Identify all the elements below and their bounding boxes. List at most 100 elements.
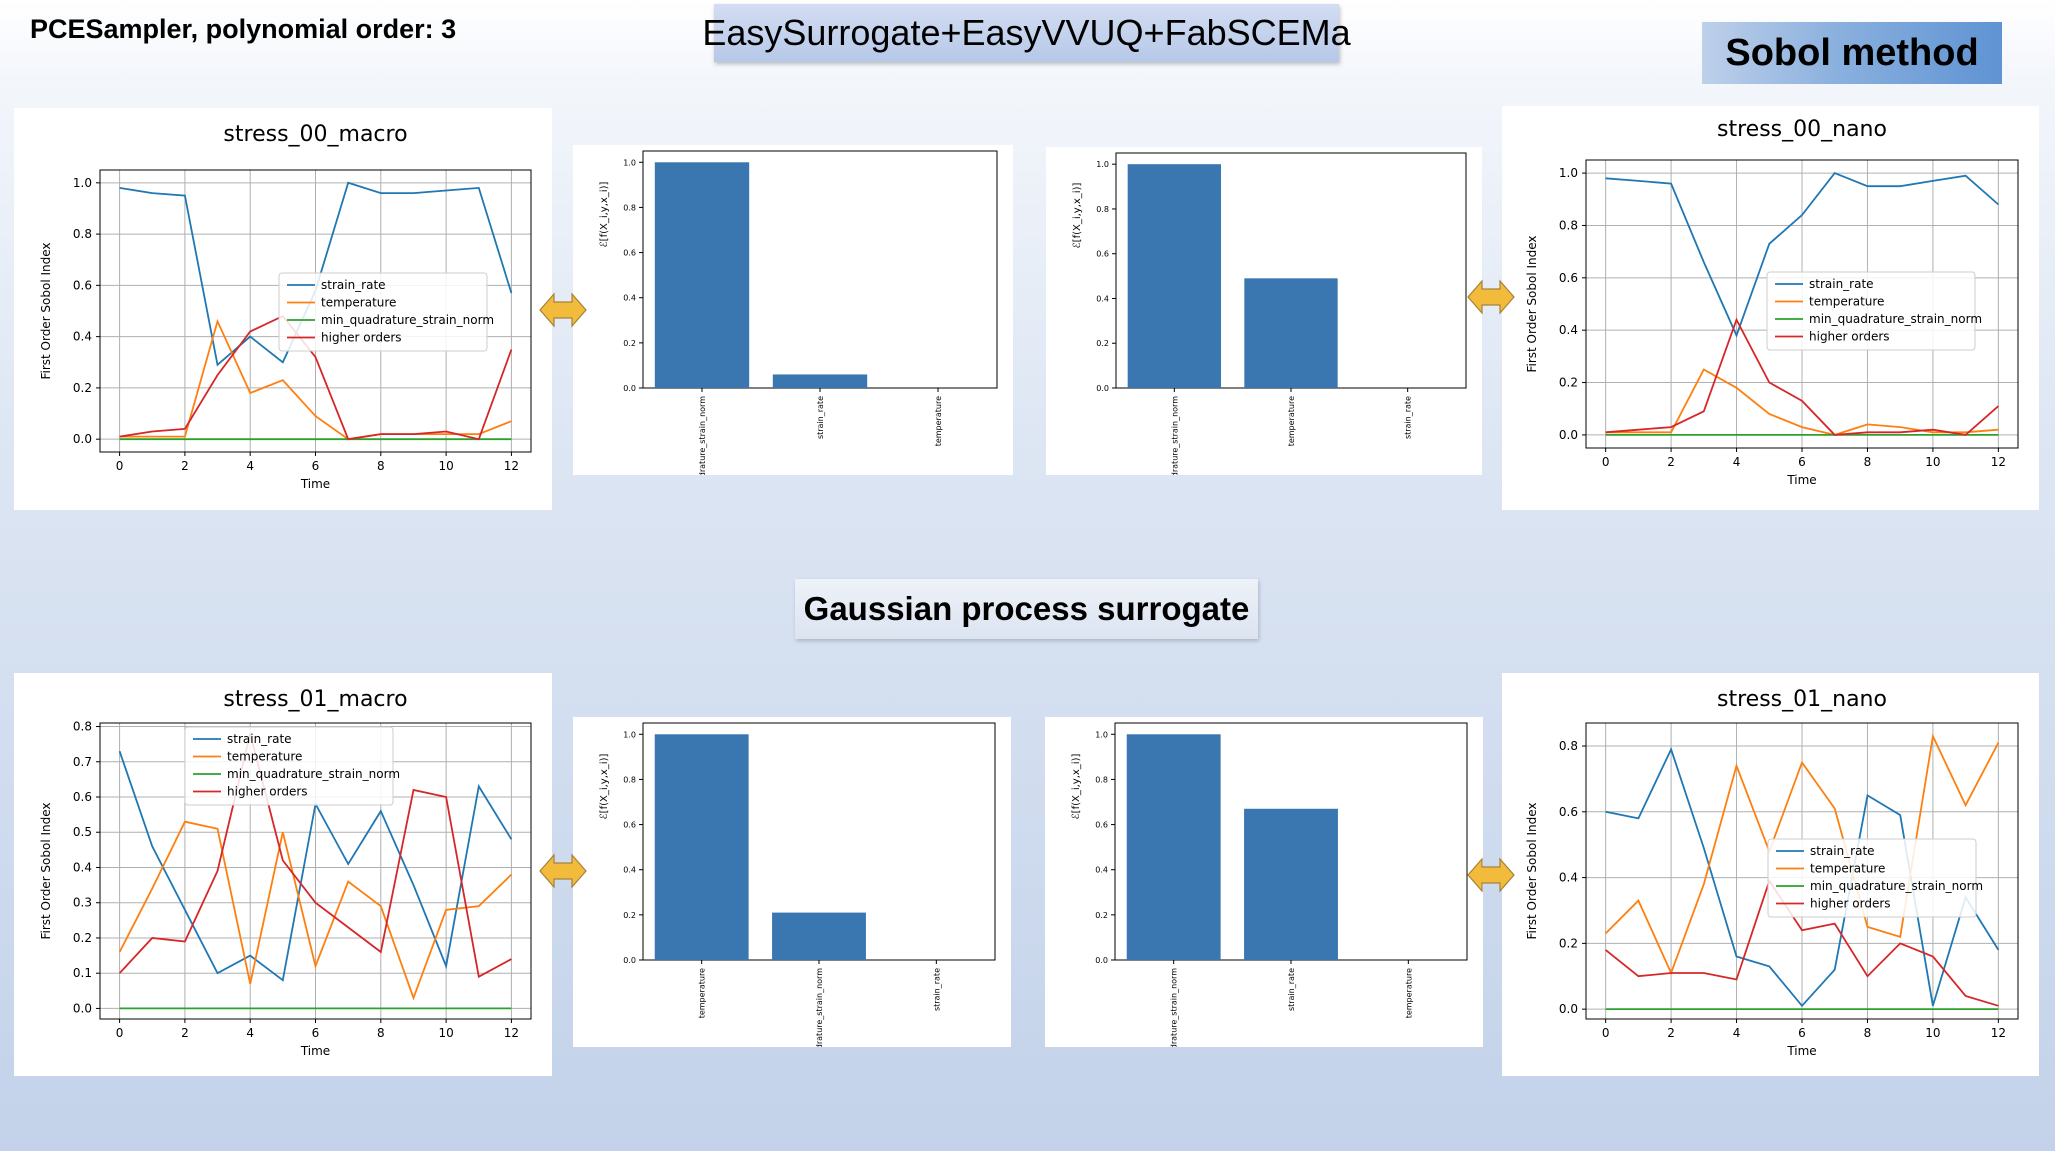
y-axis-label: ℰ[f(X_i,y,x_i)] <box>599 754 610 820</box>
y-tick-label: 1.0 <box>1559 166 1578 180</box>
bar-chart-svg: 0.0 0.2 0.4 0.6 0.8 1.0 ℰ[f(X_i,y,x_i)] min_qua… <box>599 150 998 475</box>
y-tick-label: 1.0 <box>623 730 636 739</box>
x-tick-label: temperature <box>1404 968 1413 1018</box>
y-tick-label: 1.0 <box>1096 160 1109 169</box>
chart-stress-01-nano: stress_01_nano 0 2 4 6 8 10 12 0.0 0.2 0.4 0.6 0.8 Ti… <box>1502 673 2039 1076</box>
legend-box <box>1767 838 1977 918</box>
x-tick-label: 0 <box>116 1026 124 1040</box>
y-tick-label: 0.0 <box>1559 1002 1578 1016</box>
x-tick-label: 6 <box>312 459 320 473</box>
y-tick-label: 0.2 <box>1096 339 1109 348</box>
y-tick-label: 0.0 <box>1095 956 1108 965</box>
series-line-temperature <box>118 820 513 1001</box>
x-tick-label: 8 <box>377 459 385 473</box>
legend-label: temperature <box>227 750 302 764</box>
legend-box <box>1766 271 1976 351</box>
y-tick-label: 1.0 <box>73 176 92 190</box>
bar <box>772 374 868 388</box>
x-tick-label: 12 <box>504 1026 519 1040</box>
x-axis-label: Time <box>300 1044 330 1058</box>
bar-chart-svg: 0.0 0.2 0.4 0.6 0.8 1.0 ℰ[f(X_i,y,x_i)] min_qua… <box>1071 722 1468 1047</box>
chart-title: stress_01_nano <box>1717 687 1887 712</box>
legend-label: min_quadrature_strain_norm <box>1809 312 1982 326</box>
bar <box>1244 808 1338 960</box>
x-axis-label: Time <box>1786 473 1816 487</box>
legend-label: min_quadrature_strain_norm <box>321 313 494 327</box>
x-tick-label: 8 <box>1864 1026 1872 1040</box>
line-chart-svg: stress_00_nano 0 2 4 6 8 10 12 0.0 0.2 0.4 0.6 0.8 1.… <box>1525 117 2019 487</box>
banner-title: EasySurrogate+EasyVVUQ+FabSCEMa <box>702 4 1351 62</box>
y-tick-label: 0.0 <box>623 384 636 393</box>
x-tick-label: strain_rate <box>932 968 941 1011</box>
bar <box>772 912 866 960</box>
x-tick-label: 2 <box>1667 1026 1675 1040</box>
y-tick-label: 0.4 <box>73 330 92 344</box>
legend-label: strain_rate <box>1810 844 1875 858</box>
x-tick-label: 4 <box>246 1026 254 1040</box>
chart-stress-00-nano: stress_00_nano 0 2 4 6 8 10 12 0.0 0.2 0.4 0.6 0.8 1.… <box>1502 106 2039 510</box>
y-axis-label: ℰ[f(X_i,y,x_i)] <box>599 182 610 248</box>
x-tick-label: 12 <box>504 459 519 473</box>
chart-title: stress_00_nano <box>1717 117 1887 142</box>
x-tick-label: temperature <box>698 968 707 1018</box>
y-tick-label: 0.6 <box>1559 271 1578 285</box>
y-tick-label: 0.8 <box>1559 739 1578 753</box>
series-line-higher-orders <box>1605 878 1999 1007</box>
bar-chart-top-left: 0.0 0.2 0.4 0.6 0.8 1.0 ℰ[f(X_i,y,x_i)] min_qua… <box>573 145 1013 475</box>
x-tick-label: min_quadrature_strain_norm <box>1170 396 1179 475</box>
y-tick-label: 0.2 <box>73 931 92 945</box>
x-tick-label: strain_rate <box>1404 396 1413 439</box>
y-axis-label: First Order Sobol Index <box>1525 235 1539 372</box>
y-tick-label: 0.0 <box>73 1001 92 1015</box>
legend-label: strain_rate <box>1809 277 1874 291</box>
series-line-temperature <box>1605 368 1999 436</box>
y-axis-label: First Order Sobol Index <box>1525 802 1539 939</box>
y-tick-label: 0.4 <box>623 294 636 303</box>
y-tick-label: 0.0 <box>623 956 636 965</box>
x-tick-label: 2 <box>181 1026 189 1040</box>
y-tick-label: 0.6 <box>73 790 92 804</box>
y-tick-label: 0.8 <box>623 775 636 784</box>
y-tick-label: 0.4 <box>1559 871 1578 885</box>
y-tick-label: 0.0 <box>73 432 92 446</box>
x-tick-label: 10 <box>1925 1026 1940 1040</box>
x-tick-label: 0 <box>1602 1026 1610 1040</box>
bar-chart-bottom-left: 0.0 0.2 0.4 0.6 0.8 1.0 ℰ[f(X_i,y,x_i)] tempera… <box>573 717 1011 1047</box>
x-tick-label: 12 <box>1991 455 2006 469</box>
y-tick-label: 0.6 <box>73 278 92 292</box>
legend-label: strain_rate <box>227 732 292 746</box>
x-tick-label: 4 <box>246 459 254 473</box>
y-tick-label: 1.0 <box>1095 730 1108 739</box>
line-chart-svg: stress_01_macro 0 2 4 6 8 10 12 0.0 0.1 0.2 0.3 0.4 0… <box>39 687 532 1058</box>
x-tick-label: 0 <box>116 459 124 473</box>
x-tick-label: min_quadrature_strain_norm <box>1170 968 1179 1047</box>
x-tick-label: 2 <box>1667 455 1675 469</box>
y-tick-label: 0.6 <box>1559 805 1578 819</box>
y-tick-label: 0.2 <box>1559 936 1578 950</box>
y-tick-label: 0.6 <box>623 821 636 830</box>
bar-chart-svg: 0.0 0.2 0.4 0.6 0.8 1.0 ℰ[f(X_i,y,x_i)] min_qua… <box>1072 152 1467 475</box>
y-tick-label: 0.0 <box>1559 428 1578 442</box>
series-line-higher-orders <box>1605 317 1999 436</box>
sampler-label: PCESampler, polynomial order: 3 <box>30 14 457 44</box>
bar <box>1127 164 1221 388</box>
y-axis-label: ℰ[f(X_i,y,x_i)] <box>1072 183 1083 249</box>
series-line-strain_rate <box>1605 172 1999 338</box>
y-axis-label: ℰ[f(X_i,y,x_i)] <box>1071 754 1082 820</box>
y-tick-label: 0.7 <box>73 755 92 769</box>
x-tick-label: 0 <box>1602 455 1610 469</box>
double-arrow-icon <box>539 292 587 328</box>
bar-chart-svg: 0.0 0.2 0.4 0.6 0.8 1.0 ℰ[f(X_i,y,x_i)]tempera… <box>599 722 996 1047</box>
legend-label: min_quadrature_strain_norm <box>1810 879 1983 893</box>
double-arrow-icon <box>1467 857 1515 893</box>
chart-stress-00-macro: stress_00_macro 0 2 4 6 8 10 12 0.0 0.2 0.4 0.6 0.8 1… <box>14 108 552 510</box>
y-tick-label: 0.8 <box>1559 218 1578 232</box>
bar <box>654 734 749 960</box>
series-line-temperature <box>119 318 512 441</box>
legend-label: temperature <box>321 296 396 310</box>
x-tick-label: min_quadrature_strain_norm <box>815 968 824 1047</box>
series-line-higher-orders <box>119 314 513 441</box>
bar-chart-top-right: 0.0 0.2 0.4 0.6 0.8 1.0 ℰ[f(X_i,y,x_i)] min_qua… <box>1046 147 1482 475</box>
series-line-higher-orders <box>118 733 512 979</box>
bar <box>654 162 750 388</box>
